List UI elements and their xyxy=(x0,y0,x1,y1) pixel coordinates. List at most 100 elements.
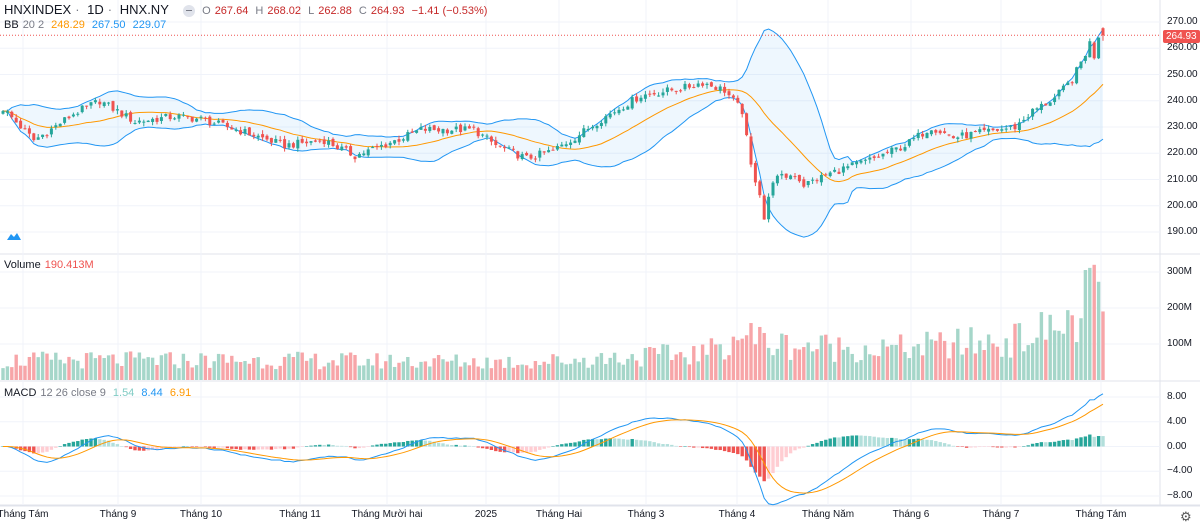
volume-bar xyxy=(1013,323,1017,380)
time-tick-label: 2025 xyxy=(474,509,498,520)
macd-histogram-bar xyxy=(291,446,296,449)
tradingview-logo[interactable] xyxy=(6,230,22,242)
candle-body xyxy=(1079,61,1083,69)
bb-legend[interactable]: BB 20 2 248.29 267.50 229.07 xyxy=(4,19,170,31)
candle-body xyxy=(943,131,947,133)
candle-body xyxy=(780,173,784,176)
volume-bar xyxy=(414,367,419,380)
volume-bar xyxy=(397,362,401,380)
macd-histogram-bar xyxy=(1070,440,1074,447)
volume-bar xyxy=(454,354,458,380)
volume-bar xyxy=(824,334,828,380)
bb-upper: 267.50 xyxy=(91,19,126,31)
candle-body xyxy=(687,84,691,88)
volume-bar xyxy=(700,344,705,380)
exchange: HNX.NY xyxy=(119,2,169,17)
volume-bar xyxy=(111,354,115,380)
macd-histogram-bar xyxy=(810,444,815,447)
macd-histogram-bar xyxy=(71,441,76,447)
candle-body xyxy=(476,128,480,137)
volume-bar xyxy=(480,368,485,380)
candle-body xyxy=(819,174,823,183)
volume-bar xyxy=(758,326,762,380)
candle-body xyxy=(388,142,392,146)
macd-histogram-bar xyxy=(300,446,304,447)
macd-histogram-bar xyxy=(670,444,674,447)
volume-bar xyxy=(436,354,441,380)
candle-body xyxy=(247,127,251,136)
volume-bar xyxy=(309,358,313,380)
macd-histogram-bar xyxy=(621,439,626,447)
macd-histogram-bar xyxy=(243,446,247,450)
volume-bar xyxy=(186,360,190,380)
volume-bar xyxy=(106,355,111,380)
open-label: O xyxy=(202,5,211,17)
candle-body xyxy=(661,92,665,96)
price-tick-label: 210.00 xyxy=(1167,173,1198,185)
time-tick-label: Tháng Tám xyxy=(1075,509,1127,520)
macd-histogram-bar xyxy=(788,446,793,454)
macd-histogram-bar xyxy=(1004,446,1008,448)
candle-body xyxy=(243,129,247,134)
candle-body xyxy=(643,94,647,99)
volume-bar xyxy=(986,334,991,380)
candle-body xyxy=(617,109,621,114)
macd-histogram-bar xyxy=(467,445,472,447)
macd-histogram-bar xyxy=(419,439,423,447)
collapse-legend-button[interactable] xyxy=(182,4,195,17)
candle-body xyxy=(657,95,661,97)
candle-body xyxy=(1039,103,1043,110)
volume-bar xyxy=(516,365,520,380)
volume-bar xyxy=(335,365,340,380)
macd-histogram-bar xyxy=(344,445,348,447)
candle-body xyxy=(586,129,590,131)
volume-bar xyxy=(612,352,617,380)
macd-legend[interactable]: MACD 12 26 close 9 1.54 8.44 6.91 xyxy=(4,387,195,399)
macd-histogram-bar xyxy=(225,446,230,449)
macd-histogram-bar xyxy=(520,446,524,453)
candle-body xyxy=(437,128,441,132)
volume-bar xyxy=(410,366,414,380)
volume-bar xyxy=(872,355,876,380)
macd-histogram-bar xyxy=(969,446,973,448)
macd-histogram-bar xyxy=(247,446,252,450)
candle-body xyxy=(190,116,194,122)
macd-histogram-bar xyxy=(678,446,683,447)
macd-histogram-bar xyxy=(366,446,370,447)
candle-body xyxy=(529,154,533,159)
settings-gear-icon[interactable]: ⚙ xyxy=(1180,509,1192,524)
candle-body xyxy=(811,179,815,181)
candle-body xyxy=(331,138,335,146)
candle-body xyxy=(221,120,225,123)
candle-body xyxy=(749,136,753,165)
macd-histogram-bar xyxy=(362,446,366,448)
logo-icon xyxy=(7,233,21,240)
volume-bar xyxy=(172,364,177,380)
volume-bar xyxy=(560,362,564,380)
macd-histogram-bar xyxy=(590,439,595,447)
candle-body xyxy=(938,130,942,134)
volume-legend[interactable]: Volume 190.413M xyxy=(4,259,98,271)
volume-bar xyxy=(476,366,480,380)
volume-bar xyxy=(709,338,714,380)
candle-body xyxy=(89,102,93,106)
macd-histogram-bar xyxy=(159,446,164,449)
volume-bar xyxy=(98,355,102,380)
candle-body xyxy=(674,90,678,92)
volume-bar xyxy=(260,368,265,380)
candle-body xyxy=(692,86,696,88)
macd-histogram-bar xyxy=(1022,446,1026,447)
candle-body xyxy=(71,114,75,117)
macd-histogram-bar xyxy=(1044,442,1048,447)
macd-histogram-bar xyxy=(388,443,392,447)
volume-bar xyxy=(115,363,120,380)
candle-body xyxy=(199,116,203,118)
candle-body xyxy=(1075,67,1079,84)
candle-body xyxy=(582,128,586,137)
volume-bar xyxy=(472,358,476,380)
candle-body xyxy=(445,129,449,134)
candle-body xyxy=(533,158,537,160)
volume-bar xyxy=(656,353,661,380)
